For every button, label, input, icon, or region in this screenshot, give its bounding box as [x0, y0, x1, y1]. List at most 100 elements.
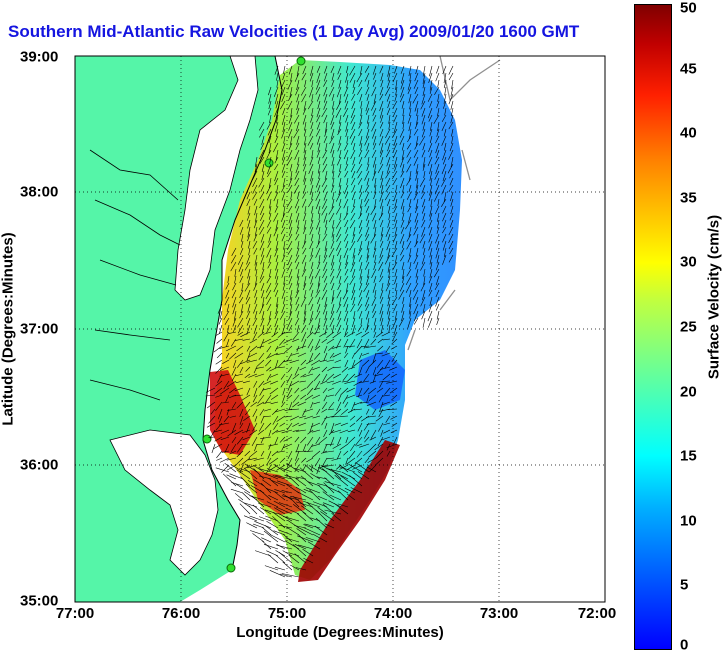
velocity-arrow — [269, 570, 286, 578]
velocity-arrow — [332, 443, 342, 449]
velocity-arrow — [345, 254, 349, 265]
velocity-arrow — [413, 191, 419, 201]
velocity-arrow — [338, 121, 342, 133]
velocity-arrow — [317, 142, 321, 153]
velocity-arrow — [364, 149, 370, 159]
velocity-arrow — [287, 184, 293, 192]
velocity-arrow — [385, 128, 391, 139]
velocity-arrow — [416, 107, 419, 116]
velocity-arrow — [312, 415, 321, 419]
velocity-arrow — [304, 79, 307, 88]
velocity-arrow — [363, 450, 370, 457]
velocity-arrow — [261, 537, 272, 543]
velocity-arrow — [220, 429, 230, 434]
velocity-arrow — [352, 254, 356, 266]
velocity-arrow — [308, 296, 314, 306]
velocity-arrow — [385, 226, 391, 238]
velocity-arrow — [288, 324, 293, 332]
velocity-arrow — [383, 422, 391, 426]
velocity-arrow — [265, 464, 272, 475]
velocity-arrow — [448, 254, 454, 263]
velocity-arrow — [253, 468, 265, 480]
velocity-arrow — [253, 233, 258, 242]
velocity-arrow — [392, 142, 398, 153]
velocity-arrow — [343, 338, 349, 348]
velocity-arrow — [321, 415, 328, 426]
velocity-arrow — [364, 436, 370, 443]
velocity-arrow — [255, 212, 258, 223]
velocity-arrow — [274, 156, 279, 164]
velocity-arrow — [357, 177, 363, 185]
velocity-arrow — [402, 184, 405, 193]
velocity-arrow — [409, 296, 412, 307]
velocity-arrow — [278, 529, 293, 536]
velocity-arrow — [365, 296, 370, 307]
velocity-arrow — [379, 121, 384, 129]
velocity-arrow — [355, 462, 370, 473]
velocity-arrow — [331, 261, 335, 271]
velocity-arrow — [312, 501, 328, 508]
velocity-arrow — [387, 275, 391, 286]
velocity-arrow — [429, 212, 433, 221]
velocity-arrow — [368, 387, 377, 395]
velocity-arrow — [429, 149, 433, 158]
velocity-arrow — [294, 317, 300, 326]
velocity-arrow — [363, 373, 370, 382]
velocity-arrow — [345, 345, 349, 354]
velocity-arrow — [351, 191, 356, 201]
velocity-arrow — [337, 247, 342, 257]
velocity-arrow — [313, 401, 321, 405]
velocity-arrow — [359, 443, 370, 448]
velocity-arrow — [303, 527, 321, 536]
velocity-arrow — [317, 483, 328, 487]
velocity-arrow — [373, 324, 377, 333]
velocity-arrow — [310, 219, 314, 229]
velocity-arrow — [307, 100, 314, 110]
velocity-arrow — [319, 359, 328, 362]
velocity-arrow — [241, 457, 251, 465]
velocity-arrow — [345, 121, 349, 132]
velocity-arrow — [266, 352, 272, 360]
velocity-arrow — [246, 198, 251, 207]
velocity-arrow — [282, 156, 286, 165]
velocity-arrow — [310, 170, 314, 182]
velocity-arrow — [376, 387, 384, 393]
velocity-arrow — [415, 247, 419, 257]
velocity-arrow — [419, 177, 426, 187]
velocity-arrow — [393, 324, 398, 336]
velocity-arrow — [401, 310, 405, 322]
velocity-arrow — [371, 296, 377, 307]
velocity-arrow — [322, 156, 328, 166]
velocity-arrow — [240, 331, 251, 338]
velocity-arrow — [292, 544, 307, 557]
velocity-arrow — [394, 254, 398, 264]
velocity-arrow — [374, 373, 384, 377]
velocity-arrow — [366, 422, 377, 425]
velocity-arrow — [413, 156, 419, 166]
velocity-arrow — [419, 135, 426, 146]
velocity-arrow — [324, 296, 328, 308]
velocity-arrow — [385, 282, 391, 292]
velocity-arrow — [415, 233, 419, 244]
velocity-arrow — [318, 436, 328, 445]
velocity-arrow — [296, 282, 300, 293]
velocity-arrow — [349, 72, 356, 83]
velocity-arrow — [379, 128, 384, 137]
velocity-arrow — [304, 450, 314, 452]
velocity-arrow — [316, 510, 328, 522]
velocity-arrow — [367, 457, 377, 463]
velocity-arrow — [338, 296, 342, 306]
velocity-arrow — [213, 443, 223, 450]
velocity-arrow — [336, 226, 342, 238]
velocity-arrow — [371, 121, 377, 132]
velocity-arrow — [448, 184, 454, 193]
velocity-arrow — [252, 170, 258, 181]
colorbar-tick-label: 30 — [680, 253, 697, 271]
velocity-arrow — [322, 268, 328, 279]
velocity-arrow — [330, 275, 335, 284]
velocity-arrow — [336, 233, 342, 242]
velocity-arrow — [287, 519, 300, 529]
velocity-arrow — [274, 507, 286, 515]
velocity-arrow — [282, 107, 286, 116]
velocity-arrow — [300, 359, 307, 366]
